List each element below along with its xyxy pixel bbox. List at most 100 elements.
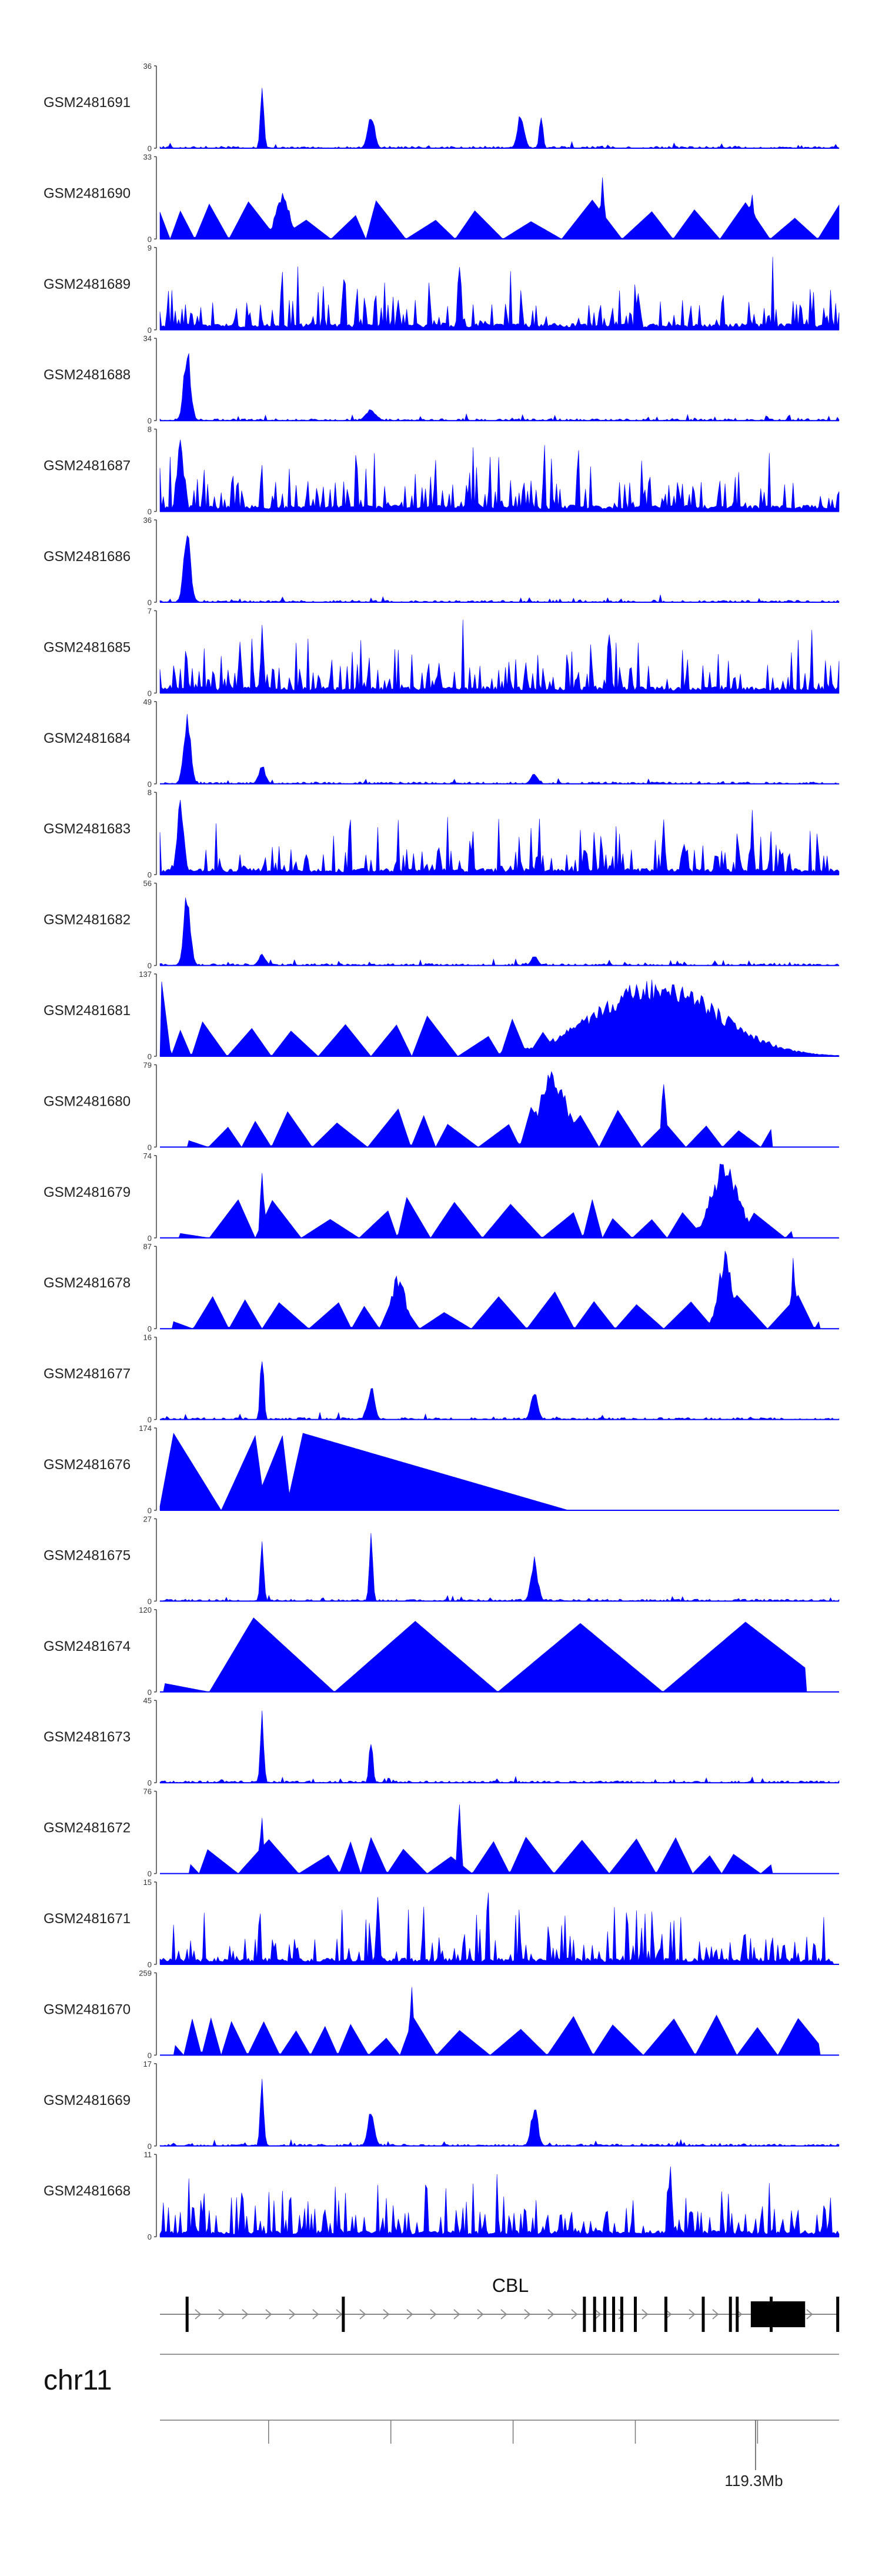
- y-tick-max-label: 7: [148, 606, 152, 615]
- coverage-area: [159, 2078, 840, 2147]
- track-label: GSM2481680: [44, 1093, 131, 1109]
- exon: [583, 2297, 586, 2332]
- track-GSM2481669: GSM2481669 17 0: [44, 2060, 840, 2151]
- coverage-area: [160, 1617, 839, 1693]
- strand-arrow: [430, 2309, 437, 2320]
- coverage-area: [160, 1804, 839, 1874]
- track-label: GSM2481676: [44, 1457, 131, 1473]
- y-tick-max-label: 34: [143, 334, 152, 343]
- y-tick-max-label: 16: [143, 1333, 152, 1342]
- strand-arrow: [594, 2309, 602, 2320]
- y-tick-min-label: 0: [148, 2142, 152, 2151]
- track-label: GSM2481674: [44, 1639, 131, 1654]
- track-label: GSM2481682: [44, 912, 131, 928]
- coordinate-tick-label: 119.3Mb: [724, 2472, 783, 2490]
- strand-arrow: [195, 2309, 202, 2320]
- strand-arrow: [642, 2309, 649, 2320]
- coverage-area: [160, 713, 840, 785]
- exon: [836, 2297, 840, 2332]
- y-tick-max-label: 27: [143, 1514, 152, 1523]
- track-GSM2481674: GSM2481674 120 0: [44, 1606, 839, 1697]
- y-tick-max-label: 74: [143, 1152, 152, 1160]
- strand-arrow: [500, 2309, 507, 2320]
- strand-arrow: [242, 2309, 249, 2320]
- strand-arrow: [806, 2309, 813, 2320]
- track-label: GSM2481668: [44, 2183, 131, 2199]
- strand-arrow: [689, 2309, 696, 2320]
- strand-arrow: [453, 2309, 460, 2320]
- track-GSM2481691: GSM2481691 36 0: [44, 62, 840, 153]
- exon: [701, 2297, 705, 2332]
- y-tick-min-label: 0: [148, 870, 152, 879]
- track-label: GSM2481669: [44, 2093, 131, 2108]
- exon: [603, 2297, 607, 2332]
- exon: [593, 2297, 596, 2332]
- coverage-area: [159, 535, 840, 603]
- exon: [664, 2297, 667, 2332]
- y-tick-max-label: 36: [143, 62, 152, 71]
- y-tick-max-label: 120: [139, 1606, 152, 1614]
- y-tick-max-label: 174: [139, 1424, 152, 1433]
- coverage-area: [159, 1893, 839, 1965]
- track-label: GSM2481688: [44, 367, 131, 383]
- strand-arrow: [359, 2309, 366, 2320]
- y-tick-max-label: 8: [148, 788, 152, 797]
- coverage-area: [159, 439, 840, 512]
- exon: [612, 2297, 616, 2332]
- track-label: GSM2481683: [44, 821, 131, 837]
- coverage-area: [159, 2166, 840, 2237]
- strand-arrow: [312, 2309, 319, 2320]
- y-tick-min-label: 0: [148, 2233, 152, 2241]
- y-tick-min-label: 0: [148, 962, 152, 970]
- track-label: GSM2481687: [44, 458, 131, 474]
- y-tick-max-label: 17: [143, 2060, 152, 2068]
- strand-arrow: [524, 2309, 531, 2320]
- track-label: GSM2481673: [44, 1729, 131, 1745]
- coverage-area: [159, 1433, 839, 1511]
- y-tick-max-label: 259: [139, 1968, 152, 1977]
- y-tick-min-label: 0: [148, 326, 152, 335]
- y-tick-max-label: 79: [143, 1060, 152, 1069]
- y-tick-max-label: 15: [143, 1878, 152, 1887]
- track-label: GSM2481671: [44, 1911, 131, 1927]
- track-GSM2481672: GSM2481672 76 0: [44, 1787, 839, 1878]
- track-GSM2481682: GSM2481682 56 0: [44, 879, 840, 970]
- coverage-area: [160, 1250, 839, 1329]
- coverage-area: [159, 256, 840, 331]
- track-GSM2481671: GSM2481671 15 0: [44, 1878, 839, 1969]
- track-GSM2481675: GSM2481675 27 0: [44, 1514, 840, 1606]
- track-GSM2481690: GSM2481690 33 0: [44, 152, 840, 243]
- y-tick-max-label: 45: [143, 1696, 152, 1705]
- y-tick-min-label: 0: [148, 1778, 152, 1787]
- track-label: GSM2481670: [44, 2001, 131, 2017]
- y-tick-max-label: 49: [143, 698, 152, 706]
- strand-arrow: [477, 2309, 484, 2320]
- gene-model-track: CBL: [160, 2275, 840, 2332]
- track-label: GSM2481685: [44, 639, 131, 655]
- coverage-area: [159, 88, 840, 149]
- track-GSM2481683: GSM2481683 8 0: [44, 788, 840, 879]
- chromosome-label: chr11: [44, 2365, 112, 2396]
- y-tick-min-label: 0: [148, 144, 152, 153]
- coverage-area: [159, 1710, 840, 1783]
- coverage-area: [160, 1163, 839, 1239]
- y-tick-min-label: 0: [148, 2051, 152, 2060]
- y-tick-max-label: 33: [143, 152, 152, 161]
- coverage-area: [160, 1987, 839, 2056]
- track-GSM2481680: GSM2481680 79 0: [44, 1060, 839, 1152]
- strand-arrow: [265, 2309, 272, 2320]
- track-label: GSM2481675: [44, 1547, 131, 1563]
- track-label: GSM2481679: [44, 1184, 131, 1200]
- y-tick-max-label: 87: [143, 1242, 152, 1251]
- track-label: GSM2481690: [44, 185, 131, 201]
- track-GSM2481676: GSM2481676 174 0: [44, 1424, 839, 1515]
- y-tick-max-label: 9: [148, 243, 152, 252]
- track-GSM2481677: GSM2481677 16 0: [44, 1333, 840, 1424]
- strand-arrow: [383, 2309, 390, 2320]
- coverage-area: [159, 1361, 840, 1420]
- track-label: GSM2481684: [44, 730, 131, 746]
- track-GSM2481684: GSM2481684 49 0: [44, 698, 840, 789]
- coverage-area: [159, 619, 840, 693]
- y-tick-min-label: 0: [148, 1052, 152, 1061]
- track-GSM2481681: GSM2481681 137 0: [44, 970, 840, 1061]
